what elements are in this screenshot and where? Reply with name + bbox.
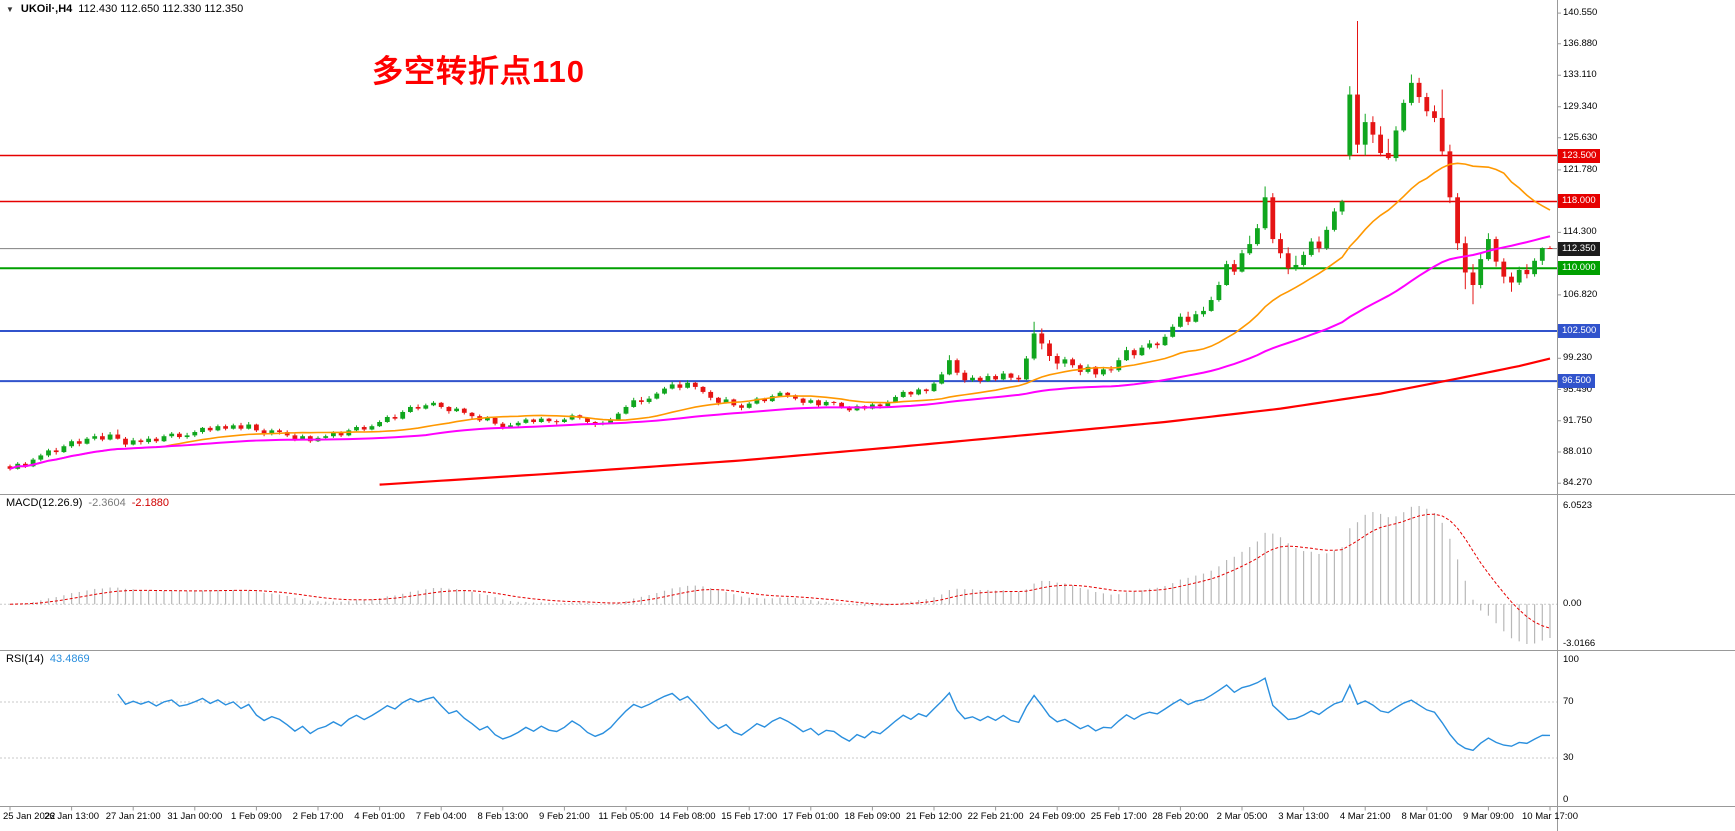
ma-mid-line: [9, 235, 1551, 470]
macd-indicator-header: MACD(12.26.9) -2.3604 -2.1880: [6, 497, 169, 509]
price-axis-label: 136.880: [1563, 37, 1598, 49]
one-click-trading-icon[interactable]: ▼: [6, 4, 14, 14]
price-axis-label: 106.820: [1563, 288, 1598, 300]
macd-axis-label: -3.0166: [1563, 638, 1596, 649]
time-axis-label: 25 Feb 17:00: [1090, 811, 1147, 822]
time-axis-label: 25 Jan 2022: [3, 811, 56, 822]
price-axis-label: 84.270: [1563, 477, 1593, 489]
macd-signal-line: [9, 513, 1551, 629]
time-axis-label: 27 Jan 21:00: [105, 811, 161, 822]
chart-header: ▼ UKOil·,H4 112.430 112.650 112.330 112.…: [6, 3, 243, 15]
rsi-axis-label: 70: [1563, 696, 1574, 707]
ma-fast-line: [9, 162, 1551, 470]
price-axis-label: 140.550: [1563, 7, 1598, 19]
level-price-tag[interactable]: 110.000: [1558, 261, 1600, 276]
price-axis-label: 95.490: [1563, 383, 1593, 395]
time-axis-label: 17 Feb 01:00: [782, 811, 839, 822]
price-axis-label: 125.630: [1563, 131, 1598, 143]
rsi-axis-label: 30: [1563, 752, 1574, 763]
time-axis-label: 8 Mar 01:00: [1401, 811, 1453, 822]
candlestick-series: [7, 21, 1553, 471]
level-price-tag[interactable]: 96.500: [1558, 374, 1596, 389]
time-axis-label: 9 Mar 09:00: [1463, 811, 1514, 822]
time-axis-label: 7 Feb 04:00: [415, 811, 467, 822]
chart-annotation-text[interactable]: 多空转折点110: [372, 54, 586, 89]
chart-ohlc-values: 112.430 112.650 112.330 112.350: [78, 3, 244, 15]
ma-slow-line: [379, 357, 1551, 486]
time-axis-label: 10 Mar 17:00: [1522, 811, 1578, 822]
time-axis-label: 1 Feb 09:00: [231, 811, 282, 822]
rsi-axis-label: 0: [1563, 794, 1569, 805]
time-axis-label: 2 Mar 05:00: [1216, 811, 1268, 822]
rsi-value: 43.4869: [49, 653, 90, 665]
rsi-line: [117, 677, 1551, 752]
current-price-tag[interactable]: 112.350: [1558, 241, 1600, 256]
time-axis-label: 22 Feb 21:00: [967, 811, 1024, 822]
macd-main-value: -2.3604: [88, 497, 126, 509]
rsi-indicator-header: RSI(14) 43.4869: [6, 653, 90, 665]
level-price-tag[interactable]: 118.000: [1558, 194, 1600, 209]
level-price-tag[interactable]: 123.500: [1558, 148, 1601, 163]
price-axis-label: 129.340: [1563, 100, 1598, 112]
time-axis-label: 3 Mar 13:00: [1278, 811, 1329, 822]
price-axis-label: 88.010: [1563, 445, 1593, 457]
time-axis-label: 21 Feb 12:00: [906, 811, 962, 822]
time-axis-label: 28 Feb 20:00: [1152, 811, 1209, 822]
price-axis-label: 99.230: [1563, 352, 1593, 364]
macd-axis-label: 0.00: [1563, 598, 1582, 610]
support-resistance-lines[interactable]: [0, 154, 1557, 383]
time-axis-label: 24 Feb 09:00: [1029, 811, 1086, 822]
time-axis-label: 15 Feb 17:00: [721, 811, 778, 822]
chart-symbol-period: UKOil·,H4: [20, 3, 73, 15]
time-axis-label: 2 Feb 17:00: [292, 811, 344, 822]
time-axis-label: 11 Feb 05:00: [598, 811, 654, 822]
macd-signal-value: -2.1880: [131, 497, 170, 509]
time-axis-label: 4 Feb 01:00: [354, 811, 405, 822]
time-axis-label: 26 Jan 13:00: [44, 811, 100, 822]
time-axis-label: 8 Feb 13:00: [477, 811, 529, 822]
level-price-tag[interactable]: 102.500: [1558, 323, 1601, 338]
time-axis-label: 31 Jan 00:00: [167, 811, 223, 822]
macd-axis-label: 6.0523: [1563, 500, 1593, 511]
price-axis-label: 91.750: [1563, 414, 1593, 426]
macd-title: MACD(12.26.9): [6, 497, 83, 509]
time-axis-label: 4 Mar 21:00: [1339, 811, 1391, 822]
macd-histogram: [17, 506, 1551, 644]
time-axis-label: 18 Feb 09:00: [844, 811, 901, 822]
rsi-title: RSI(14): [6, 653, 44, 665]
time-axis-label: 9 Feb 21:00: [539, 811, 590, 822]
price-axis-label: 114.300: [1563, 226, 1597, 238]
price-axis-label: 121.780: [1563, 163, 1598, 175]
rsi-axis-label: 100: [1563, 654, 1579, 665]
price-axis-label: 133.110: [1563, 69, 1597, 81]
time-axis-label: 14 Feb 08:00: [659, 811, 716, 822]
